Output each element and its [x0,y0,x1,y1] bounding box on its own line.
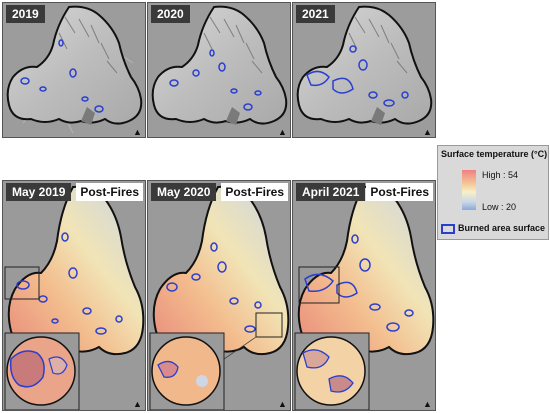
panel-date-label: April 2021 [296,183,366,201]
legend-burned-label: Burned area surface [458,223,546,233]
post-fires-tag: Post-Fires [366,183,433,201]
north-arrow-icon: ▲ [423,127,432,137]
legend-title: Surface temperature (°C) [441,149,548,159]
zoom-inset [149,332,225,410]
panel-year-label: 2019 [6,5,45,23]
panel-year-label: 2020 [151,5,190,23]
north-arrow-icon: ▲ [133,127,142,137]
temperature-panel-may-2020: ▲ May 2020 Post-Fires [147,180,291,411]
zoom-inset [294,332,370,410]
hillshade-panel-2019: ▲ 2019 [2,2,146,138]
map-legend: Surface temperature (°C) High : 54 Low :… [437,145,549,240]
inset-locator-box [255,312,283,338]
temperature-color-ramp [462,170,476,210]
panel-year-label: 2021 [296,5,335,23]
study-area-outline [152,185,290,356]
panel-date-label: May 2019 [6,183,72,201]
burned-area-swatch [441,224,455,234]
north-arrow-icon: ▲ [133,399,142,409]
temperature-panel-may-2019: ▲ May 2019 Post-Fires [2,180,146,411]
legend-low-label: Low : 20 [482,202,517,212]
temperature-panel-april-2021: ▲ April 2021 Post-Fires [292,180,436,411]
north-arrow-icon: ▲ [278,127,287,137]
hillshade-panel-2021: ▲ 2021 [292,2,436,138]
post-fires-tag: Post-Fires [76,183,143,201]
inset-locator-box [4,266,40,300]
legend-high-label: High : 54 [482,170,519,180]
inset-locator-box [298,266,340,304]
hillshade-panel-2020: ▲ 2020 [147,2,291,138]
zoom-inset [4,332,80,410]
north-arrow-icon: ▲ [278,399,287,409]
panel-date-label: May 2020 [151,183,217,201]
north-arrow-icon: ▲ [423,399,432,409]
post-fires-tag: Post-Fires [221,183,288,201]
